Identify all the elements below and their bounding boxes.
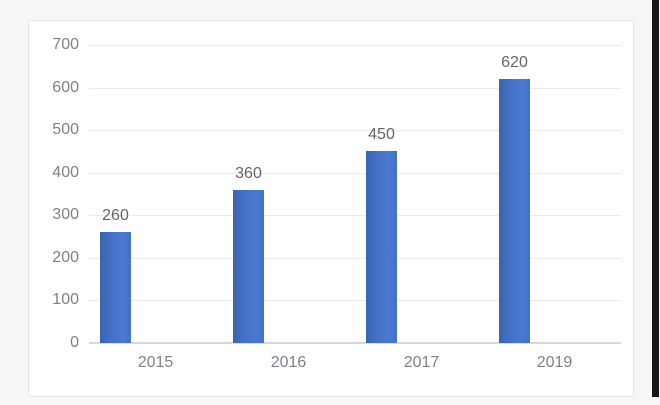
x-tick-label: 2017 (403, 354, 440, 371)
y-tick-label: 0 (70, 334, 79, 351)
y-tick-label: 400 (52, 163, 79, 181)
y-tick-label: 700 (52, 36, 79, 53)
y-tick-label: 600 (52, 78, 79, 96)
bar (233, 189, 264, 343)
bar (499, 79, 530, 343)
y-tick-label: 200 (52, 248, 79, 266)
bar-value-label: 450 (368, 126, 395, 144)
y-tick-label: 300 (52, 206, 79, 224)
bar-value-label: 620 (501, 54, 528, 72)
bar (100, 232, 131, 343)
gridline (89, 45, 621, 46)
gridline (89, 172, 621, 174)
x-tick-label: 2019 (536, 354, 573, 371)
x-tick-label: 2015 (137, 354, 174, 371)
gridline (89, 257, 621, 259)
chart-panel: 0 100 200 300 400 500 600 700 260 2015 360 2016 450 2… (28, 20, 634, 397)
x-tick-label: 2016 (270, 354, 307, 371)
x-axis-line (89, 342, 621, 344)
bar-value-label: 260 (102, 207, 129, 225)
bar (366, 151, 397, 343)
gridline (89, 87, 621, 89)
y-tick-label: 100 (52, 291, 79, 309)
gridline (89, 215, 621, 217)
gridline (89, 130, 621, 132)
y-tick-label: 500 (52, 121, 79, 139)
bar-value-label: 360 (235, 164, 262, 182)
window-right-edge (652, 0, 659, 397)
plot-area: 0 100 200 300 400 500 600 700 260 2015 360 2016 450 2… (52, 36, 621, 371)
gridline (89, 300, 621, 302)
